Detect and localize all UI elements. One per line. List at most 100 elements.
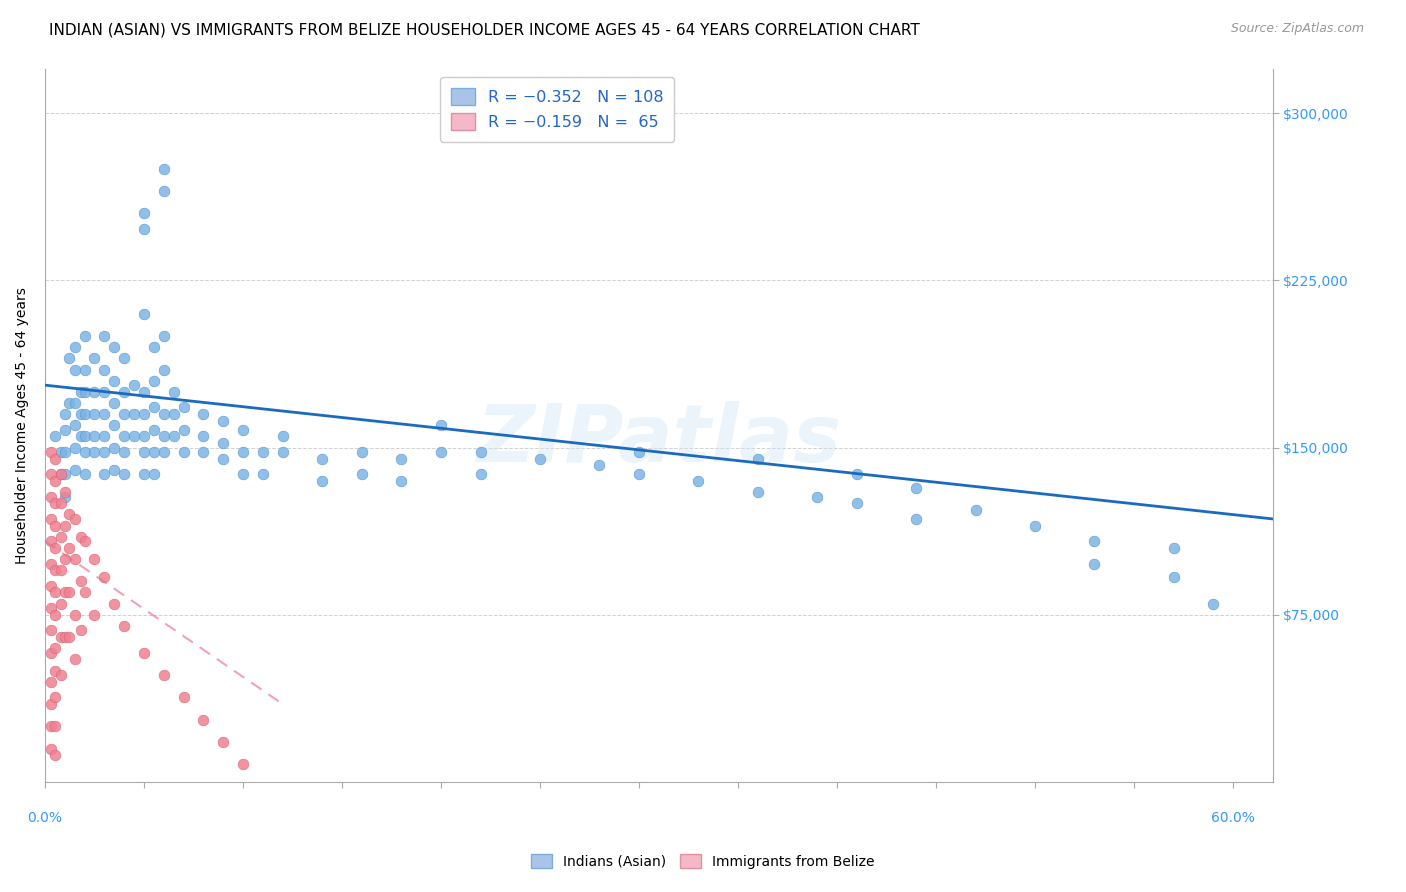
- Point: [212, 735, 235, 749]
- Text: 60.0%: 60.0%: [1211, 811, 1256, 824]
- Point: [152, 445, 174, 459]
- Point: [142, 374, 165, 388]
- Point: [44, 607, 66, 622]
- Point: [173, 445, 195, 459]
- Point: [93, 445, 115, 459]
- Point: [132, 646, 155, 660]
- Point: [83, 552, 105, 566]
- Point: [103, 597, 125, 611]
- Point: [73, 585, 96, 599]
- Point: [271, 445, 294, 459]
- Point: [845, 496, 868, 510]
- Point: [53, 552, 76, 566]
- Point: [232, 467, 254, 482]
- Point: [212, 451, 235, 466]
- Point: [83, 384, 105, 399]
- Point: [49, 630, 72, 644]
- Point: [1083, 557, 1105, 571]
- Point: [39, 512, 62, 526]
- Point: [93, 384, 115, 399]
- Point: [232, 423, 254, 437]
- Point: [44, 518, 66, 533]
- Text: ZIPatlas: ZIPatlas: [477, 401, 841, 478]
- Point: [93, 362, 115, 376]
- Point: [350, 467, 373, 482]
- Point: [132, 445, 155, 459]
- Point: [173, 401, 195, 415]
- Point: [63, 463, 86, 477]
- Point: [93, 429, 115, 443]
- Point: [58, 351, 80, 366]
- Point: [142, 340, 165, 354]
- Point: [53, 445, 76, 459]
- Point: [63, 418, 86, 433]
- Point: [39, 490, 62, 504]
- Point: [58, 630, 80, 644]
- Point: [63, 362, 86, 376]
- Point: [152, 429, 174, 443]
- Point: [1024, 518, 1046, 533]
- Point: [39, 601, 62, 615]
- Point: [193, 713, 215, 727]
- Point: [44, 585, 66, 599]
- Point: [142, 401, 165, 415]
- Point: [193, 445, 215, 459]
- Point: [112, 407, 135, 421]
- Point: [350, 445, 373, 459]
- Point: [73, 534, 96, 549]
- Point: [132, 206, 155, 220]
- Point: [122, 407, 145, 421]
- Point: [93, 407, 115, 421]
- Point: [122, 429, 145, 443]
- Point: [39, 697, 62, 711]
- Point: [806, 490, 828, 504]
- Point: [58, 541, 80, 555]
- Point: [112, 445, 135, 459]
- Point: [93, 570, 115, 584]
- Point: [44, 541, 66, 555]
- Point: [152, 668, 174, 682]
- Point: [965, 503, 987, 517]
- Point: [271, 429, 294, 443]
- Point: [83, 407, 105, 421]
- Point: [132, 307, 155, 321]
- Point: [103, 463, 125, 477]
- Point: [49, 467, 72, 482]
- Point: [44, 748, 66, 763]
- Point: [1163, 541, 1185, 555]
- Point: [39, 445, 62, 459]
- Point: [53, 518, 76, 533]
- Point: [1202, 597, 1225, 611]
- Point: [69, 407, 91, 421]
- Point: [252, 467, 274, 482]
- Point: [53, 485, 76, 500]
- Point: [49, 467, 72, 482]
- Y-axis label: Householder Income Ages 45 - 64 years: Householder Income Ages 45 - 64 years: [15, 287, 30, 564]
- Point: [44, 474, 66, 488]
- Point: [49, 597, 72, 611]
- Point: [193, 429, 215, 443]
- Point: [470, 467, 492, 482]
- Point: [83, 351, 105, 366]
- Legend: Indians (Asian), Immigrants from Belize: Indians (Asian), Immigrants from Belize: [526, 848, 880, 874]
- Point: [83, 607, 105, 622]
- Point: [44, 641, 66, 656]
- Point: [163, 407, 186, 421]
- Point: [470, 445, 492, 459]
- Point: [63, 340, 86, 354]
- Point: [93, 329, 115, 343]
- Point: [53, 490, 76, 504]
- Point: [103, 396, 125, 410]
- Point: [905, 512, 928, 526]
- Point: [53, 585, 76, 599]
- Point: [58, 396, 80, 410]
- Point: [122, 378, 145, 392]
- Point: [44, 451, 66, 466]
- Point: [112, 619, 135, 633]
- Point: [63, 552, 86, 566]
- Point: [73, 407, 96, 421]
- Point: [83, 429, 105, 443]
- Point: [103, 374, 125, 388]
- Point: [588, 458, 610, 473]
- Point: [1083, 534, 1105, 549]
